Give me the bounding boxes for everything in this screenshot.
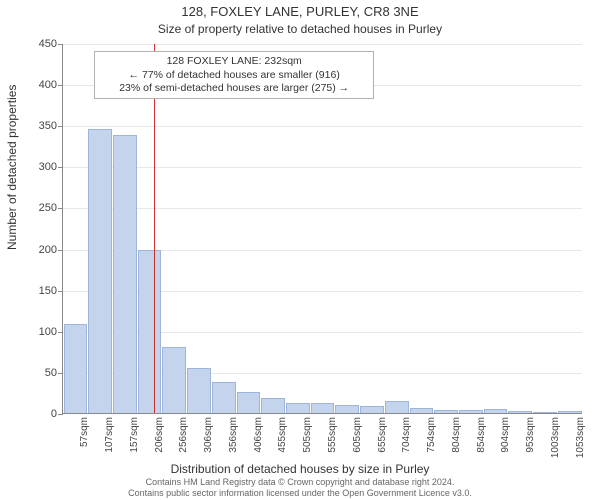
histogram-bar (385, 401, 409, 413)
y-tick-label: 300 (39, 161, 57, 173)
histogram-bar (558, 411, 582, 413)
x-tick-label: 406sqm (253, 417, 264, 453)
x-tick-label: 1053sqm (575, 417, 586, 458)
y-tick-label: 200 (39, 244, 57, 256)
y-tick-label: 450 (39, 38, 57, 50)
x-tick-label: 555sqm (327, 417, 338, 453)
histogram-bar (162, 347, 186, 413)
histogram-bar (88, 129, 112, 413)
x-tick-label: 704sqm (401, 417, 412, 453)
attribution-line1: Contains HM Land Registry data © Crown c… (0, 477, 600, 487)
y-tick-label: 0 (51, 408, 57, 420)
histogram-bar (237, 392, 261, 413)
x-tick-label: 1003sqm (550, 417, 561, 458)
histogram-bar (533, 412, 557, 413)
y-tick-label: 250 (39, 202, 57, 214)
x-tick-label: 206sqm (154, 417, 165, 453)
attribution-line2: Contains public sector information licen… (0, 488, 600, 498)
y-tick-label: 350 (39, 120, 57, 132)
histogram-bar (138, 250, 162, 413)
y-tick-label: 400 (39, 79, 57, 91)
histogram-bar (484, 409, 508, 413)
x-tick-label: 655sqm (377, 417, 388, 453)
histogram-bar (335, 405, 359, 413)
x-tick-label: 904sqm (500, 417, 511, 453)
x-tick-label: 306sqm (203, 417, 214, 453)
chart-container: 128, FOXLEY LANE, PURLEY, CR8 3NE Size o… (0, 0, 600, 500)
x-axis-label: Distribution of detached houses by size … (0, 462, 600, 476)
histogram-bar (113, 135, 137, 413)
x-tick-label: 605sqm (352, 417, 363, 453)
histogram-bar (64, 324, 88, 413)
histogram-bar (434, 410, 458, 413)
attribution-text: Contains HM Land Registry data © Crown c… (0, 477, 600, 498)
y-tick-label: 100 (39, 326, 57, 338)
bars-group (63, 44, 582, 413)
x-tick-label: 953sqm (525, 417, 536, 453)
x-tick-label: 157sqm (129, 417, 140, 453)
histogram-bar (410, 408, 434, 413)
histogram-bar (286, 403, 310, 413)
chart-subtitle: Size of property relative to detached ho… (0, 22, 600, 36)
histogram-bar (261, 398, 285, 413)
x-tick-label: 455sqm (277, 417, 288, 453)
annotation-line2: ← 77% of detached houses are smaller (91… (101, 69, 367, 82)
histogram-bar (508, 411, 532, 413)
x-tick-label: 854sqm (476, 417, 487, 453)
plot-area: 05010015020025030035040045057sqm107sqm15… (62, 44, 582, 414)
x-tick-label: 356sqm (228, 417, 239, 453)
histogram-bar (187, 368, 211, 413)
histogram-bar (360, 406, 384, 413)
x-tick-label: 256sqm (178, 417, 189, 453)
annotation-box: 128 FOXLEY LANE: 232sqm← 77% of detached… (94, 51, 374, 98)
x-tick-label: 754sqm (426, 417, 437, 453)
y-axis-label: Number of detached properties (5, 85, 19, 250)
x-tick-label: 57sqm (79, 417, 90, 447)
annotation-line3: 23% of semi-detached houses are larger (… (101, 82, 367, 95)
y-tick-label: 50 (45, 367, 57, 379)
chart-title: 128, FOXLEY LANE, PURLEY, CR8 3NE (0, 4, 600, 19)
x-tick-label: 107sqm (104, 417, 115, 453)
histogram-bar (459, 410, 483, 413)
y-tick-label: 150 (39, 285, 57, 297)
annotation-line1: 128 FOXLEY LANE: 232sqm (101, 55, 367, 68)
reference-line (154, 44, 155, 413)
histogram-bar (311, 403, 335, 413)
histogram-bar (212, 382, 236, 413)
x-tick-label: 505sqm (302, 417, 313, 453)
x-tick-label: 804sqm (451, 417, 462, 453)
